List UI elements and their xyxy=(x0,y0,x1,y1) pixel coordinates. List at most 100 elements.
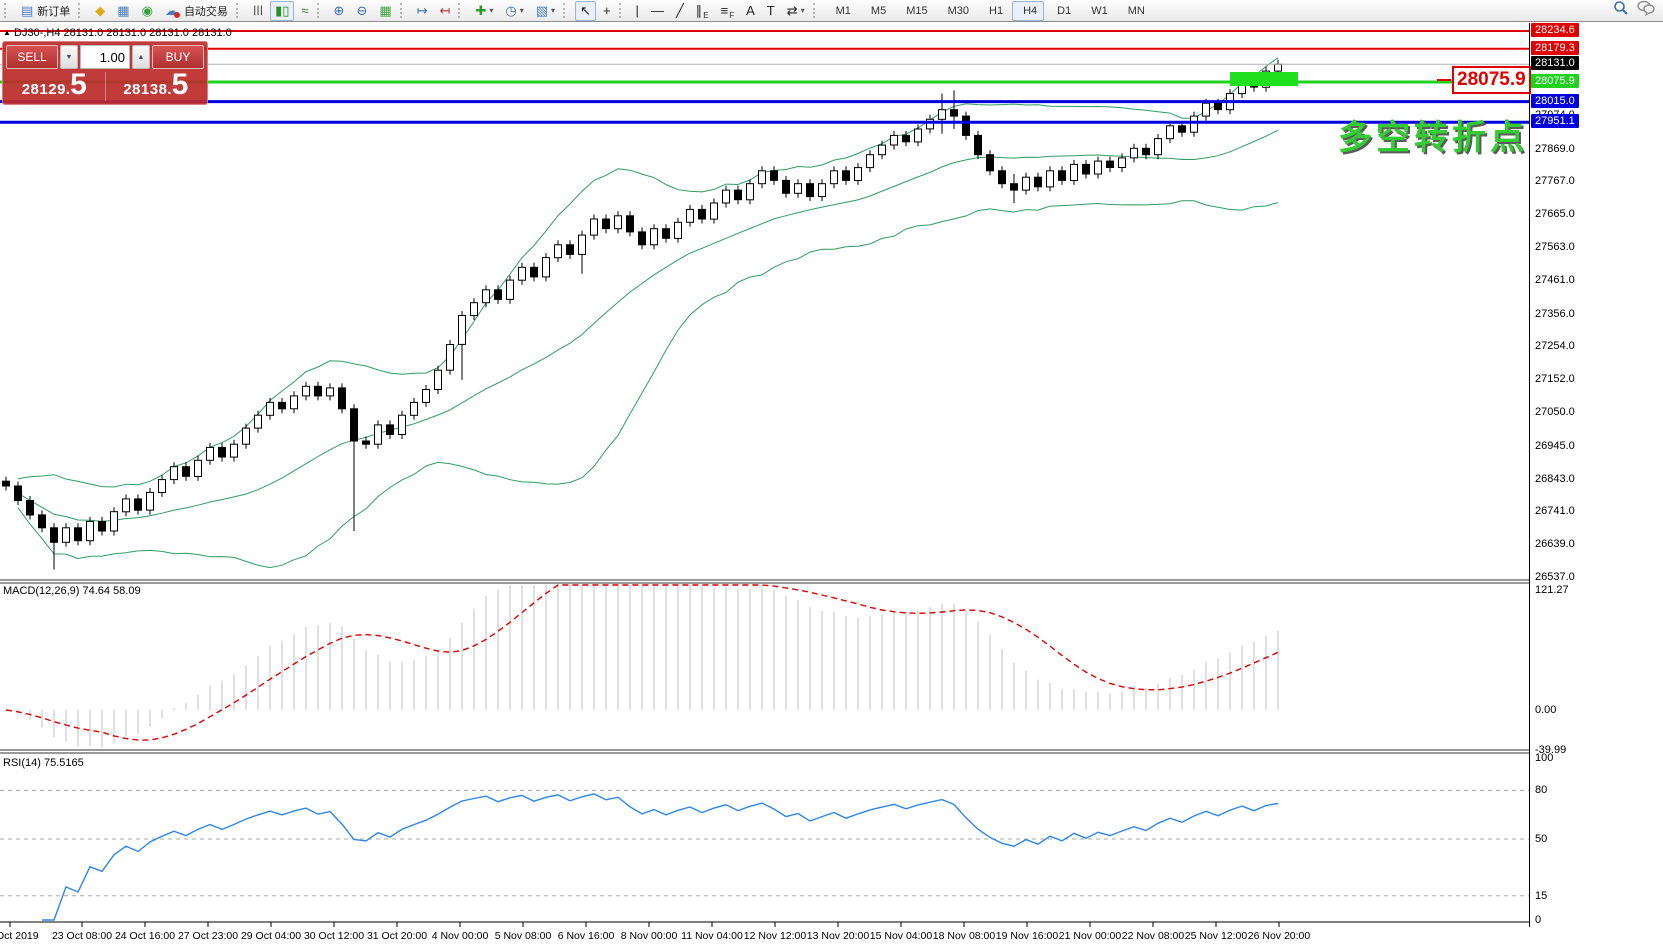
timeframe-w1[interactable]: W1 xyxy=(1080,1,1115,21)
candle-bullish xyxy=(1022,176,1030,191)
candle-bearish xyxy=(602,218,610,230)
timeframe-m30[interactable]: M30 xyxy=(937,1,976,21)
sell-price[interactable]: 28129. 5 xyxy=(6,70,103,103)
vertical-line-button[interactable]: | xyxy=(631,1,644,21)
candle-bullish xyxy=(398,414,406,436)
templates-button[interactable]: ▧ ▾ xyxy=(531,1,560,21)
price-tick-label: 26639.0 xyxy=(1535,538,1575,551)
candle-bearish xyxy=(902,134,910,143)
time-tick-label: 12 Nov 12:00 xyxy=(743,930,807,942)
search-icon[interactable] xyxy=(1613,0,1629,21)
equidistant-channel-icon: ∥ xyxy=(695,3,703,18)
chart-shift-icon: ↦ xyxy=(416,3,428,18)
signals-icon[interactable]: ◉ xyxy=(137,1,158,21)
candlestick-button[interactable]: ▮▯ xyxy=(270,0,295,21)
volume-input[interactable] xyxy=(80,45,130,69)
buy-price[interactable]: 28138. 5 xyxy=(108,70,205,103)
timeframe-mn[interactable]: MN xyxy=(1117,1,1152,21)
candle-bearish xyxy=(734,189,742,201)
buy-button[interactable]: BUY xyxy=(152,45,204,69)
bar-chart-button[interactable]: ǀǀǀ xyxy=(248,1,268,21)
timeframe-m15[interactable]: M15 xyxy=(895,1,934,21)
bollinger-middle-band[interactable] xyxy=(17,129,1279,522)
chart-shift-button[interactable]: ↦ xyxy=(412,1,433,21)
fibonacci-button[interactable]: ≡ F xyxy=(716,1,739,21)
trendline-button[interactable]: ╱ xyxy=(671,1,689,21)
marketwatch-icon[interactable]: ◆ xyxy=(90,1,110,21)
price-tick-label: 27356.0 xyxy=(1535,307,1575,320)
auto-scroll-button[interactable]: ↤ xyxy=(435,1,456,21)
chart-canvas[interactable] xyxy=(0,23,1530,929)
bollinger-lower-band[interactable] xyxy=(17,200,1279,569)
price-flag-label[interactable]: 28075.9 xyxy=(1452,66,1531,94)
toolbar-group-grip xyxy=(316,3,324,18)
text-label-button[interactable]: T xyxy=(762,1,780,21)
candle-bullish xyxy=(146,491,154,511)
volume-increase-button[interactable]: ▲ xyxy=(132,45,150,69)
candle-bearish xyxy=(998,170,1006,185)
candle-bullish xyxy=(434,369,442,391)
candle-bearish xyxy=(698,208,706,220)
timeframe-h4-label: H4 xyxy=(1023,4,1038,17)
bar-chart-icon: ǀǀǀ xyxy=(252,3,264,18)
candle-bullish xyxy=(518,266,526,281)
zoom-in-button[interactable]: ⊕ xyxy=(329,1,350,21)
chevron-down-icon: ▾ xyxy=(800,6,805,15)
price-tag-28015.0: 28015.0 xyxy=(1531,93,1579,108)
tile-windows-button[interactable]: ▦ xyxy=(374,1,396,21)
time-tick-label: 25 Nov 12:00 xyxy=(1184,930,1248,942)
arrows-button[interactable]: ⇄ ▾ xyxy=(782,1,810,21)
sell-button[interactable]: SELL xyxy=(6,45,58,69)
periods-button[interactable]: ◷ ▾ xyxy=(500,1,528,21)
indicators-button[interactable]: ✚ ▾ xyxy=(470,1,498,21)
autotrading-button-label: 自动交易 xyxy=(183,5,228,18)
candle-bullish xyxy=(554,244,562,259)
zoom-in-icon: ⊕ xyxy=(333,3,345,18)
rsi-label: RSI(14) 75.5165 xyxy=(3,757,84,769)
timeframe-d1[interactable]: D1 xyxy=(1046,1,1078,21)
candle-bearish xyxy=(770,170,778,181)
price-axis[interactable]: 27974.027869.027767.027665.027563.027461… xyxy=(1531,0,1661,950)
new-order-button[interactable]: ▤ 新订单 xyxy=(16,1,75,21)
candle-bullish xyxy=(1046,170,1054,188)
candle-bullish xyxy=(914,128,922,143)
symbol-ohlc-header: DJ30-,H4 28131.0 28131.0 28131.0 28131.0 xyxy=(14,27,232,39)
price-tick-label: 27665.0 xyxy=(1535,208,1575,221)
timeframe-m5[interactable]: M5 xyxy=(860,1,893,21)
line-chart-button[interactable]: ≈ xyxy=(296,1,313,21)
volume-decrease-button[interactable]: ▼ xyxy=(60,45,78,69)
bollinger-upper-band[interactable] xyxy=(17,57,1279,488)
price-tick-label: 26537.0 xyxy=(1535,571,1575,584)
timeframe-h1[interactable]: H1 xyxy=(978,1,1010,21)
data-window-icon[interactable]: ▦ xyxy=(112,1,134,21)
autotrading-button[interactable]: ☁ 自动交易 xyxy=(160,1,233,21)
text-button[interactable]: A xyxy=(741,1,760,21)
time-tick-label: 18 Nov 08:00 xyxy=(932,930,996,942)
candle-bullish xyxy=(938,109,946,120)
crosshair-button[interactable]: + xyxy=(598,1,616,21)
candle-bullish xyxy=(746,183,754,201)
candle-bullish xyxy=(374,424,382,445)
zoom-out-button[interactable]: ⊖ xyxy=(351,1,372,21)
crosshair-icon: + xyxy=(602,3,611,18)
toolbar-group-grip xyxy=(4,3,11,18)
chart-annotation-text[interactable]: 多空转折点 xyxy=(1338,119,1528,157)
timeframe-h4[interactable]: H4 xyxy=(1012,0,1045,21)
timeframe-m1[interactable]: M1 xyxy=(825,1,858,21)
equidistant-channel-button[interactable]: ∥ E xyxy=(691,1,714,21)
candle-bearish xyxy=(74,527,82,542)
highlight-rectangle[interactable] xyxy=(1230,72,1298,86)
chat-icon[interactable] xyxy=(1637,0,1655,21)
candle-bearish xyxy=(134,498,142,511)
horizontal-line-button[interactable]: — xyxy=(646,1,669,21)
cursor-button[interactable]: ↖ xyxy=(575,0,596,21)
macd-signal-line xyxy=(5,584,1279,741)
candle-bullish xyxy=(578,234,586,255)
periods-icon: ◷ xyxy=(505,3,517,18)
collapse-arrow-icon[interactable]: ▲ xyxy=(3,28,11,37)
candle-bearish xyxy=(50,527,58,543)
toolbar-right xyxy=(1613,0,1661,21)
rsi-line xyxy=(42,793,1279,921)
toolbar-group-grip xyxy=(812,3,820,18)
